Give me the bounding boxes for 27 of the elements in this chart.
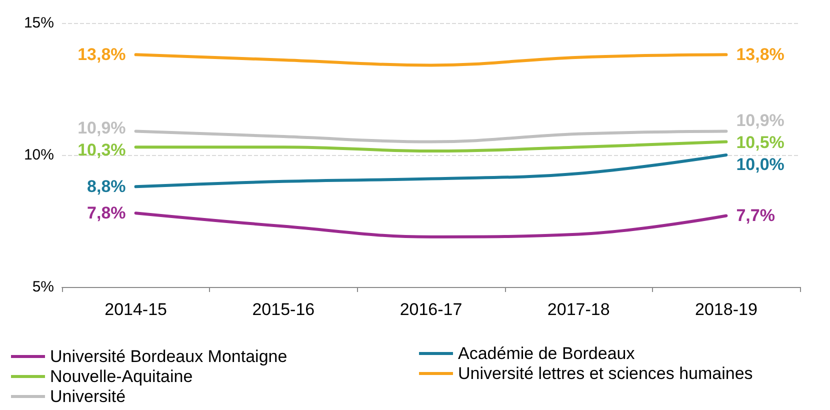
data-label: 8,8% (87, 177, 126, 196)
data-label: 7,8% (87, 204, 126, 223)
x-tick-label: 2014-15 (104, 300, 167, 319)
y-tick-label: 10% (24, 146, 54, 164)
y-tick-label: 5% (32, 278, 54, 296)
data-label: 13,8% (78, 45, 126, 64)
data-label: 10,0% (736, 155, 784, 174)
x-tick-label: 2017-18 (547, 300, 610, 319)
data-label: 10,5% (736, 133, 784, 152)
y-tick-label: 15% (24, 14, 54, 32)
data-label: 10,9% (736, 111, 784, 130)
line-series (134, 154, 728, 188)
x-tick-label: 2016-17 (400, 300, 462, 319)
data-label: 13,8% (736, 45, 784, 64)
x-tick-label: 2015-16 (252, 300, 315, 319)
data-label: 10,3% (78, 140, 126, 160)
legend-label: Université (50, 387, 126, 406)
data-label: 10,9% (78, 118, 126, 138)
legend-label: Université Bordeaux Montaigne (50, 347, 288, 366)
data-label: 7,7% (736, 206, 775, 226)
legend-label: Académie de Bordeaux (458, 344, 636, 363)
line-series (134, 53, 728, 67)
legend-label: Université lettres et sciences humaines (458, 364, 753, 383)
line-series (134, 212, 728, 238)
x-tick-label: 2018-19 (695, 300, 758, 319)
legend-label: Nouvelle-Aquitaine (50, 367, 193, 386)
line-series (134, 130, 728, 144)
